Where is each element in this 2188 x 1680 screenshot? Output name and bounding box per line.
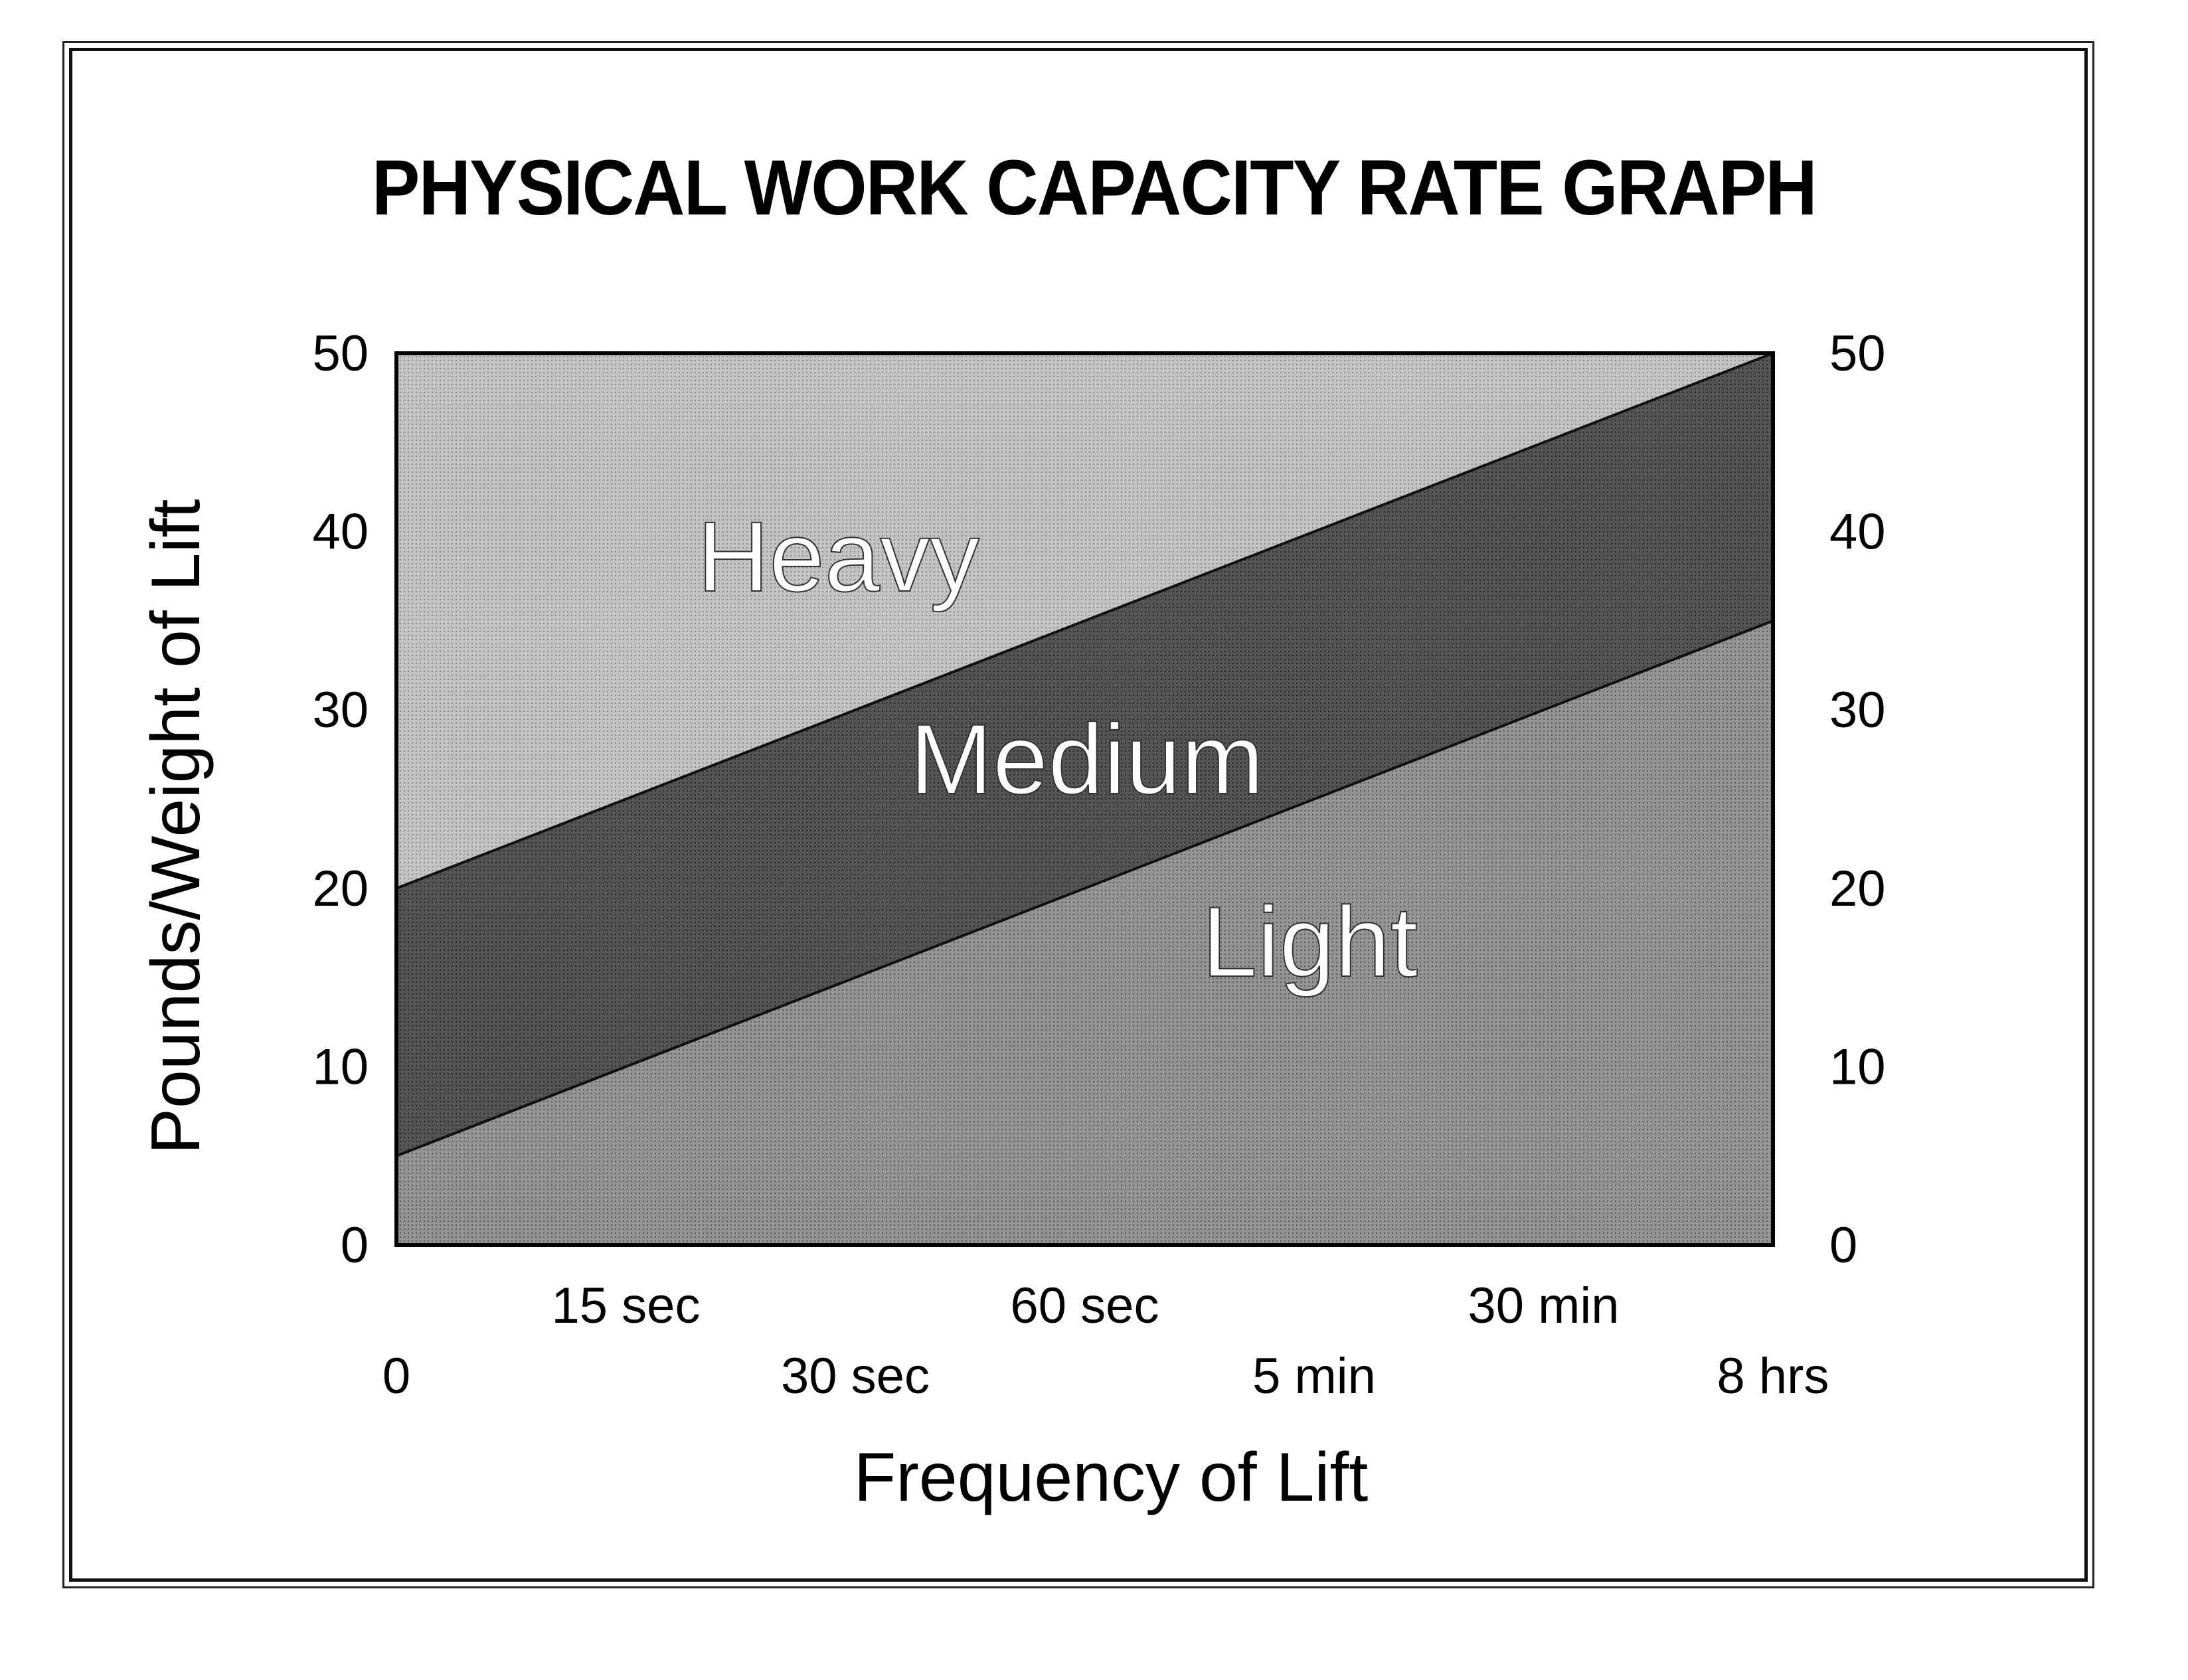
chart-title: PHYSICAL WORK CAPACITY RATE GRAPH (372, 144, 1817, 232)
medium-region (396, 353, 1773, 1156)
x-tick-label: 8 hrs (1717, 1348, 1829, 1404)
light-medium-boundary-line (396, 620, 1774, 1157)
y-tick-label-left: 0 (341, 1217, 369, 1274)
y-tick-label-left: 50 (312, 325, 369, 382)
y-tick-label-right: 10 (1829, 1039, 1886, 1095)
y-tick-label-left: 40 (312, 504, 369, 560)
y-tick-label-right: 0 (1829, 1217, 1857, 1274)
medium-heavy-boundary-line (396, 352, 1774, 890)
x-tick-label: 30 min (1468, 1278, 1619, 1334)
y-tick-label-left: 30 (312, 682, 369, 738)
y-tick-label-right: 40 (1829, 504, 1886, 560)
inner-frame (69, 48, 2088, 1582)
x-tick-label: 60 sec (1011, 1278, 1159, 1334)
x-tick-label: 15 sec (552, 1278, 701, 1334)
plot-border (394, 351, 1775, 1247)
light-region-label: Light (1202, 886, 1418, 997)
y-tick-label-left: 10 (312, 1039, 369, 1095)
outer-frame (62, 41, 2094, 1588)
y-tick-label-right: 20 (1829, 861, 1886, 917)
x-tick-label: 30 sec (781, 1348, 930, 1404)
heavy-region-label: Heavy (697, 501, 979, 612)
y-tick-label-right: 30 (1829, 682, 1886, 738)
medium-region-label: Medium (910, 703, 1264, 815)
light-region (396, 620, 1773, 1245)
x-tick-label: 5 min (1252, 1348, 1376, 1404)
y-axis-label: Pounds/Weight of Lift (137, 499, 214, 1155)
x-tick-label: 0 (382, 1348, 410, 1404)
x-axis-label: Frequency of Lift (854, 1439, 1369, 1516)
y-tick-label-right: 50 (1829, 325, 1886, 382)
y-tick-label-left: 20 (312, 861, 369, 917)
